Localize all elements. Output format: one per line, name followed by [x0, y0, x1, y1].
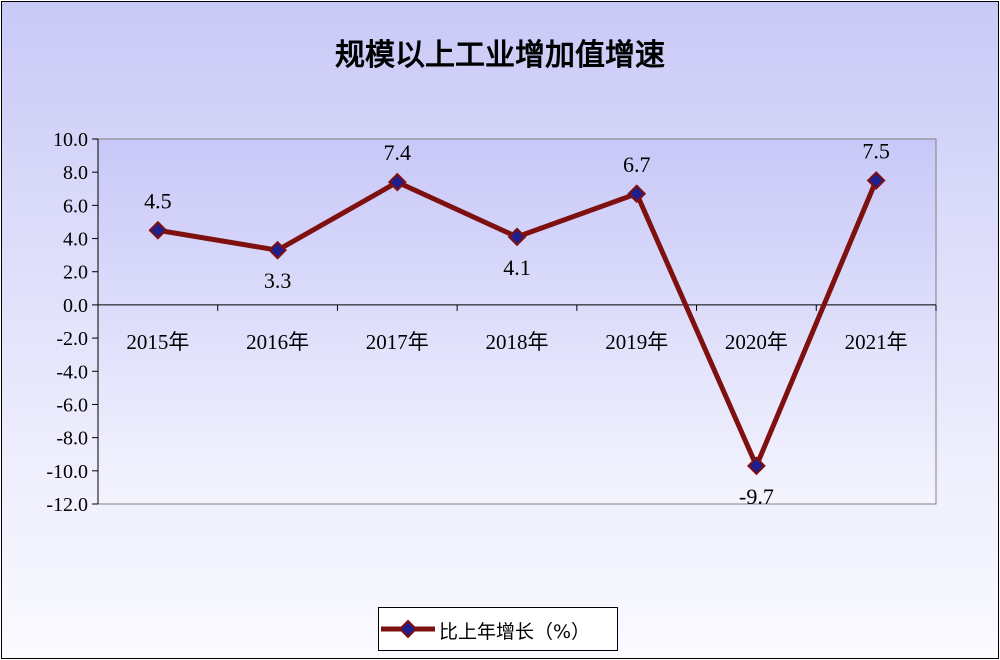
y-tick-label: 10.0: [53, 129, 88, 151]
data-point-marker: [866, 171, 886, 190]
y-tick-label: -6.0: [56, 394, 88, 416]
x-tick-label: 2016年: [246, 330, 309, 354]
legend-line-icon: [381, 619, 435, 639]
data-label: 6.7: [623, 152, 651, 177]
data-point-marker: [747, 456, 766, 476]
data-point-marker: [627, 184, 647, 204]
data-point-marker: [387, 172, 407, 192]
x-tick-label: 2018年: [486, 330, 549, 354]
data-label: 7.4: [384, 140, 412, 165]
data-label: 4.1: [503, 255, 531, 280]
x-tick-label: 2020年: [725, 330, 788, 354]
data-point-marker: [507, 227, 527, 247]
chart-title: 规模以上工业增加值增速: [335, 38, 665, 73]
y-tick-label: 6.0: [63, 195, 88, 217]
x-tick-label: 2017年: [366, 330, 429, 354]
y-tick-label: 8.0: [63, 162, 88, 184]
y-tick-label: -2.0: [56, 328, 88, 350]
y-tick-label: -10.0: [46, 461, 88, 483]
data-point-marker: [268, 240, 287, 260]
line-chart: 10.0 8.0 6.0 4.0 2.0 0.0 -2.0 -4.0 -6.0 -8.0 -10.0…: [46, 129, 937, 516]
y-tick-label: -12.0: [46, 494, 88, 516]
data-label: 4.5: [144, 188, 172, 213]
x-tick-label: 2019年: [605, 330, 668, 354]
y-tick-label: 2.0: [63, 262, 88, 284]
legend: 比上年增长（%）: [378, 607, 618, 651]
y-tick-label: -8.0: [56, 428, 88, 450]
y-tick-label: 4.0: [63, 229, 88, 251]
data-label: -9.7: [739, 484, 774, 509]
y-tick-label: 0.0: [63, 295, 88, 317]
x-tick-label: 2021年: [845, 330, 908, 354]
plot-area: [97, 138, 937, 505]
data-label: 3.3: [264, 268, 292, 293]
legend-label: 比上年增长（%）: [439, 621, 591, 643]
data-point-marker: [148, 220, 168, 240]
data-label: 7.5: [862, 138, 890, 163]
y-tick-label: -4.0: [56, 361, 88, 383]
x-tick-label: 2015年: [126, 330, 189, 354]
